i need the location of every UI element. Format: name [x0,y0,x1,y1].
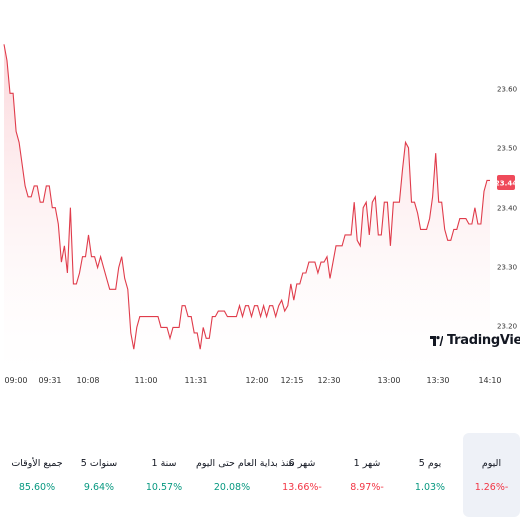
performance-period-value: 13.66%- [282,482,322,493]
y-tick-label: 23.40 [497,205,517,213]
y-tick-label: 23.50 [497,145,517,153]
performance-period-value: 1.26%- [474,482,509,493]
performance-period-value: 8.97%- [350,482,384,493]
x-tick-label: 09:00 [4,376,27,385]
price-line [3,44,490,350]
y-tick-label: 23.20 [497,323,517,331]
performance-period-0[interactable]: اليوم 1.26%- [463,433,520,517]
y-tick-label: 23.60 [497,86,517,94]
x-tick-label: 09:31 [38,376,61,385]
performance-period-label: اليوم [481,458,502,469]
performance-period-5[interactable]: 1 سنة 10.57% [136,433,192,517]
performance-period-label: 1 سنة [151,458,177,469]
performance-period-6[interactable]: 5 سنوات 9.64% [68,433,130,517]
tradingview-logo-icon [430,335,443,346]
price-area-fill [4,44,490,372]
x-tick-label: 13:30 [426,376,449,385]
performance-period-2[interactable]: 1 شهر 8.97%- [336,433,398,517]
performance-period-value: 9.64% [83,482,115,493]
x-axis: 09:00 09:31 10:08 11:00 11:31 12:00 12:15 12:30… [4,376,501,385]
x-tick-label: 10:08 [76,376,99,385]
x-tick-label: 12:00 [245,376,268,385]
y-tick-label: 23.30 [497,264,517,272]
performance-period-label: جميع الأوقات [11,458,63,469]
y-axis: 23.60 23.50 23.40 23.30 23.20 [497,86,517,331]
x-tick-label: 12:15 [280,376,303,385]
x-tick-label: 11:00 [134,376,157,385]
performance-period-value: 10.57% [145,482,183,493]
last-price-tag: 23.44 [495,175,517,190]
last-price-label: 23.44 [495,180,517,188]
performance-period-label: 5 يوم [418,458,442,469]
x-tick-label: 14:10 [478,376,501,385]
price-chart[interactable]: 23.60 23.50 23.40 23.30 23.20 09:00 09:31 10:0… [0,0,520,400]
performance-period-value: 1.03% [414,482,446,493]
performance-period-value: 20.08% [213,482,251,493]
performance-period-label: منذ بداية العام حتى اليوم [196,458,294,469]
performance-period-label: 6 شهر [288,458,316,469]
last-price-tag-bg [497,175,515,190]
tradingview-wordmark: TradingView [447,333,520,348]
performance-bar: اليوم 1.26%- 5 يوم 1.03% 1 شهر 8.97%- 6 شهر 13.… [0,433,520,517]
performance-period-3[interactable]: 6 شهر 13.66%- [271,433,333,517]
tradingview-watermark: TradingView [430,333,520,348]
x-tick-label: 11:31 [184,376,207,385]
performance-period-1[interactable]: 5 يوم 1.03% [400,433,460,517]
performance-period-label: 1 شهر [353,458,381,469]
x-tick-label: 13:00 [377,376,400,385]
performance-period-7[interactable]: جميع الأوقات 85.60% [0,433,74,517]
performance-period-value: 85.60% [18,482,56,493]
performance-period-4[interactable]: منذ بداية العام حتى اليوم 20.08% [196,433,294,517]
x-tick-label: 12:30 [317,376,340,385]
performance-period-label: 5 سنوات [80,458,118,469]
